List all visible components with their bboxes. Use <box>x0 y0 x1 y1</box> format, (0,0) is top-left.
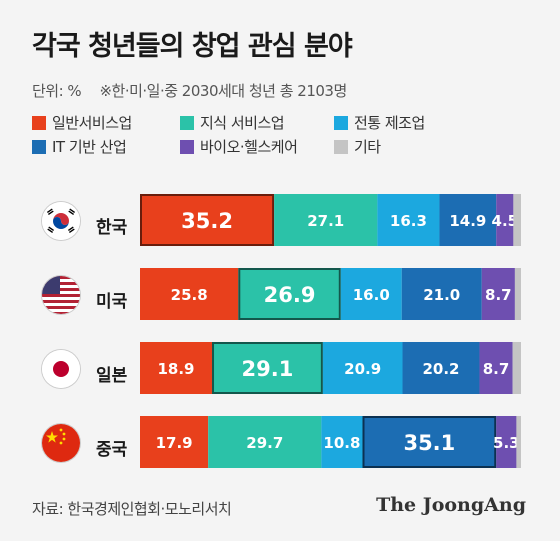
legend-swatch <box>32 140 46 154</box>
data-label: 29.7 <box>246 434 283 452</box>
data-label: 18.9 <box>157 360 194 378</box>
bar-segment-korea-it-industry <box>439 194 497 246</box>
legend-label: IT 기반 산업 <box>52 138 127 156</box>
data-label: 20.9 <box>344 360 381 378</box>
bar-segment-japan-other <box>512 342 521 394</box>
data-label: 16.0 <box>353 286 390 304</box>
data-label: 5.3 <box>493 434 520 452</box>
legend-swatch <box>334 116 348 130</box>
legend-item-service-general: 일반서비스업 <box>32 112 132 133</box>
legend-item-other: 기타 <box>334 136 381 157</box>
bar-segment-usa-knowledge-service <box>238 268 341 320</box>
data-label: 4.5 <box>492 212 519 230</box>
bar-segment-japan-service-general <box>140 342 213 394</box>
chart-title: 각국 청년들의 창업 관심 분야 <box>32 31 353 62</box>
china-flag-icon <box>42 424 80 462</box>
data-label: 29.1 <box>242 357 294 381</box>
legend-label: 지식 서비스업 <box>200 114 285 132</box>
bar-segment-japan-bio-healthcare <box>479 342 513 394</box>
bar-segment-japan-it-industry <box>402 342 480 394</box>
data-label: 21.0 <box>423 286 460 304</box>
bar-segment-usa-other <box>514 268 521 320</box>
bar-segment-china-other <box>516 416 521 468</box>
row-label-korea: 한국 <box>96 218 128 238</box>
data-label: 35.2 <box>181 209 233 233</box>
brand-logo: The JoongAng <box>376 494 526 516</box>
legend-swatch <box>334 140 348 154</box>
bar-segment-usa-bio-healthcare <box>481 268 515 320</box>
legend-swatch <box>180 116 194 130</box>
unit-label: 단위: % <box>32 82 82 100</box>
korea-flag-icon <box>42 202 80 240</box>
legend-label: 바이오·헬스케어 <box>200 138 298 156</box>
legend-label: 기타 <box>354 138 381 156</box>
bar-segment-korea-traditional-manufacturing <box>377 194 440 246</box>
japan-flag-icon <box>42 350 80 388</box>
data-label: 17.9 <box>156 434 193 452</box>
bar-segment-japan-knowledge-service <box>212 342 323 394</box>
row-label-china: 중국 <box>96 440 128 460</box>
bar-segment-usa-traditional-manufacturing <box>340 268 402 320</box>
data-label: 20.2 <box>422 360 459 378</box>
data-label: 26.9 <box>264 283 316 307</box>
row-label-japan: 일본 <box>96 366 128 386</box>
bar-segment-china-it-industry <box>362 416 497 468</box>
bar-segment-usa-it-industry <box>401 268 482 320</box>
bar-segment-usa-service-general <box>140 268 239 320</box>
legend-label: 전통 제조업 <box>354 114 425 132</box>
highlight-outline <box>140 194 275 246</box>
highlight-outline <box>362 416 497 468</box>
data-label: 14.9 <box>449 212 486 230</box>
legend-item-traditional-manufacturing: 전통 제조업 <box>334 112 425 133</box>
usa-flag-icon <box>42 276 80 314</box>
bar-segment-korea-other <box>513 194 521 246</box>
bar-segment-china-traditional-manufacturing <box>321 416 363 468</box>
bar-segment-china-service-general <box>140 416 209 468</box>
legend-swatch <box>32 116 46 130</box>
legend-item-bio-healthcare: 바이오·헬스케어 <box>180 136 298 157</box>
data-label: 16.3 <box>390 212 427 230</box>
bar-segment-china-knowledge-service <box>208 416 322 468</box>
legend-label: 일반서비스업 <box>52 114 132 132</box>
data-label: 8.7 <box>483 360 510 378</box>
bar-segment-korea-service-general <box>140 194 275 246</box>
bar-segment-china-bio-healthcare <box>496 416 517 468</box>
bar-segment-korea-knowledge-service <box>274 194 378 246</box>
legend-item-it-industry: IT 기반 산업 <box>32 136 127 157</box>
legend-item-knowledge-service: 지식 서비스업 <box>180 112 285 133</box>
row-label-usa: 미국 <box>96 292 128 312</box>
bar-segment-japan-traditional-manufacturing <box>322 342 403 394</box>
survey-note: ※한·미·일·중 2030세대 청년 총 2103명 <box>99 82 347 100</box>
highlight-outline <box>212 342 323 394</box>
highlight-outline <box>238 268 341 320</box>
chart-subtitle: 단위: % ※한·미·일·중 2030세대 청년 총 2103명 <box>32 80 361 101</box>
source-note: 자료: 한국경제인협회·모노리서치 <box>32 500 232 518</box>
data-label: 10.8 <box>323 434 360 452</box>
data-label: 25.8 <box>171 286 208 304</box>
legend-swatch <box>180 140 194 154</box>
data-label: 27.1 <box>307 212 344 230</box>
bar-segment-korea-bio-healthcare <box>496 194 514 246</box>
data-label: 35.1 <box>403 431 455 455</box>
data-label: 8.7 <box>485 286 512 304</box>
